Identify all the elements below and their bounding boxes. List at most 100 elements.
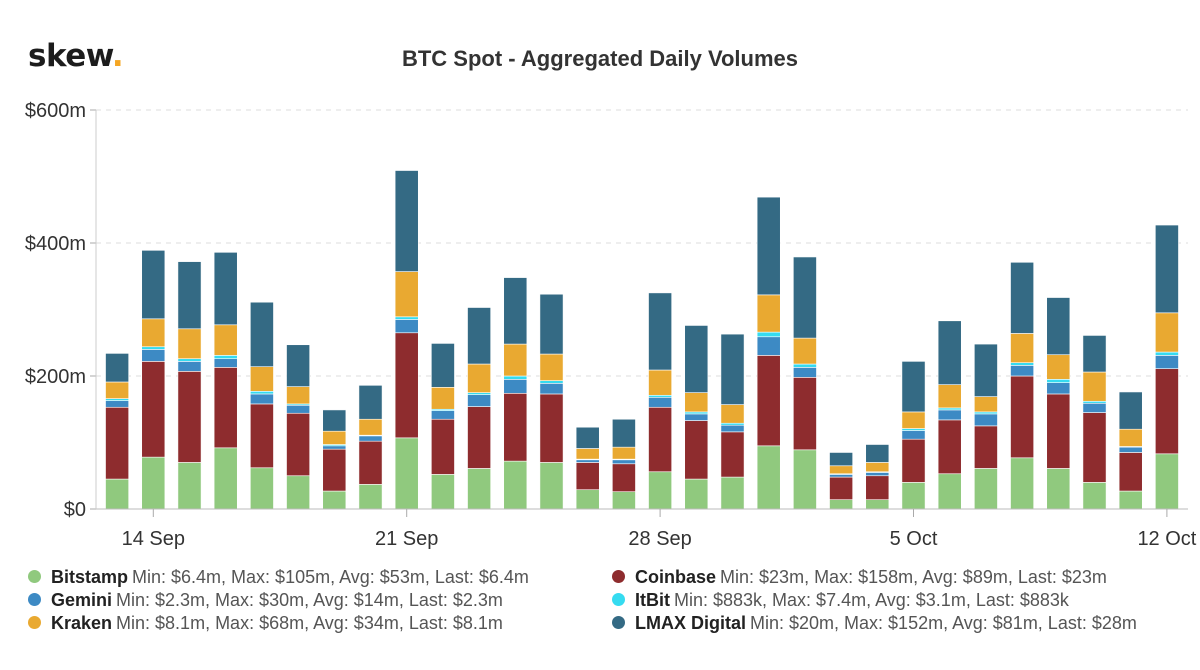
y-tick-label: $200m (25, 366, 86, 388)
legend-name: Kraken (51, 613, 113, 633)
bar-segment (503, 392, 528, 462)
bar-stack (648, 292, 672, 510)
bar-segment (1118, 391, 1143, 430)
bar-segment (901, 411, 926, 429)
bar-segment (756, 196, 781, 296)
legend-item-gemini[interactable]: Gemini Min: $2.3m, Max: $30m, Avg: $14m, … (28, 588, 503, 612)
bar-segment (829, 452, 853, 467)
bar-segment (648, 369, 672, 396)
bar-segment (250, 393, 274, 405)
bar-segment (141, 349, 166, 362)
bar-segment (141, 318, 166, 348)
bar-segment (937, 384, 962, 409)
bar-segment (322, 448, 347, 492)
legend: Bitstamp Min: $6.4m, Max: $105m, Avg: $53… (28, 565, 1200, 665)
bar-segment (612, 459, 636, 465)
bar-segment (648, 406, 672, 473)
bars (105, 170, 1179, 510)
bar-segment (177, 358, 202, 362)
bar-segment (793, 449, 817, 510)
bar-segment (431, 418, 455, 475)
bar-stack (141, 250, 166, 510)
legend-dot-icon (612, 570, 625, 584)
bar-segment (1046, 382, 1071, 395)
bar-segment (756, 445, 781, 510)
y-axis-labels: $0 $200m $400m $600m (25, 100, 86, 521)
bar-segment (213, 324, 238, 356)
bar-segment (793, 337, 817, 365)
bar-segment (467, 394, 491, 407)
bar-segment (539, 393, 564, 463)
bar-segment (322, 490, 347, 510)
y-tick-label: $600m (25, 100, 86, 122)
bar-segment (974, 425, 998, 469)
bar-stack (539, 293, 564, 510)
bar-segment (901, 438, 926, 483)
bar-stack (322, 409, 347, 510)
bar-segment (648, 471, 672, 510)
bar-segment (974, 396, 998, 413)
legend-dot-icon (28, 616, 41, 630)
bar-segment (1046, 468, 1071, 510)
bar-segment (756, 294, 781, 333)
bar-segment (1118, 446, 1143, 453)
bar-stack (756, 196, 781, 510)
bar-segment (1155, 312, 1179, 353)
bar-segment (141, 250, 166, 320)
bar-segment (467, 468, 491, 510)
bar-segment (105, 353, 129, 383)
bar-segment (1046, 393, 1071, 469)
bar-segment (684, 413, 709, 421)
bar-stack (684, 325, 709, 510)
bar-stack (177, 261, 202, 510)
bar-stack (865, 444, 890, 510)
y-tick-label: $0 (64, 499, 86, 521)
bar-segment (431, 343, 455, 388)
bar-segment (937, 320, 962, 385)
bar-segment (974, 343, 998, 397)
bar-segment (720, 404, 745, 424)
bar-segment (141, 361, 166, 458)
bar-stack (105, 353, 129, 510)
y-tick-label: $400m (25, 233, 86, 255)
bar-segment (394, 271, 419, 318)
bar-stack (720, 333, 745, 510)
bar-segment (901, 482, 926, 510)
bar-segment (503, 375, 528, 380)
bar-stack (503, 277, 528, 510)
bar-stack (467, 307, 491, 510)
grid-lines (90, 109, 1188, 510)
legend-item-kraken[interactable]: Kraken Min: $8.1m, Max: $68m, Avg: $34m, … (28, 611, 503, 635)
legend-name: Bitstamp (51, 567, 129, 587)
bar-segment (322, 409, 347, 432)
legend-item-bitstamp[interactable]: Bitstamp Min: $6.4m, Max: $105m, Avg: $53… (28, 565, 529, 589)
bar-segment (937, 419, 962, 475)
legend-item-itbit[interactable]: ItBit Min: $883k, Max: $7.4m, Avg: $3.1m,… (612, 588, 1069, 612)
bar-segment (467, 307, 491, 365)
legend-item-lmax-digital[interactable]: LMAX Digital Min: $20m, Max: $152m, Avg: … (612, 611, 1137, 635)
bar-segment (974, 413, 998, 427)
x-tick-label: 21 Sep (375, 528, 438, 550)
bar-segment (286, 475, 310, 510)
bar-segment (937, 473, 962, 510)
bar-segment (1082, 402, 1107, 413)
bar-stack (1010, 261, 1034, 510)
bar-segment (1046, 379, 1071, 383)
bar-segment (684, 325, 709, 393)
bar-stack (575, 426, 600, 510)
legend-dot-icon (28, 570, 41, 584)
bar-stack (901, 361, 926, 510)
bar-segment (937, 409, 962, 421)
bar-segment (1155, 368, 1179, 455)
bar-segment (467, 363, 491, 393)
legend-item-coinbase[interactable]: Coinbase Min: $23m, Max: $158m, Avg: $89m… (612, 565, 1107, 589)
bar-segment (865, 475, 890, 500)
bar-segment (1082, 412, 1107, 483)
bar-segment (177, 462, 202, 510)
bar-segment (250, 467, 274, 510)
bar-segment (105, 400, 129, 408)
bar-segment (1010, 362, 1034, 366)
bar-segment (829, 499, 853, 510)
bar-segment (648, 292, 672, 371)
volume-chart: BTC Spot - Aggregated Daily Volumes $0 $2… (25, 46, 1197, 550)
